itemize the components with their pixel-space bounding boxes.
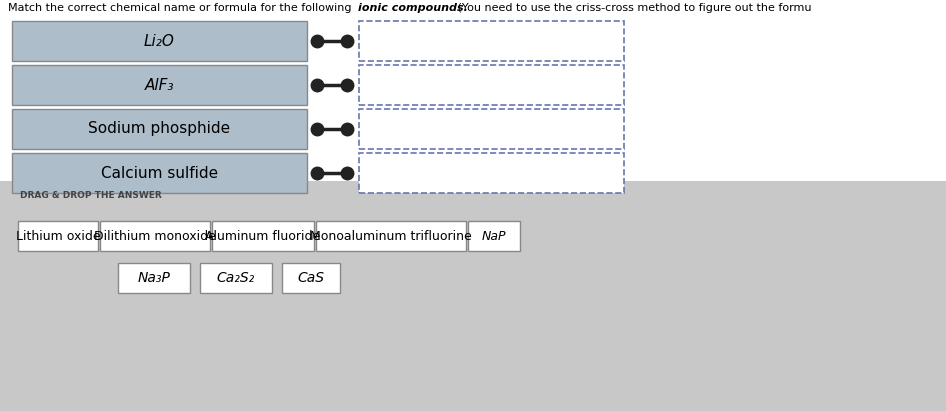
FancyBboxPatch shape bbox=[359, 21, 624, 61]
FancyBboxPatch shape bbox=[12, 65, 307, 105]
FancyBboxPatch shape bbox=[359, 65, 624, 105]
Text: Match the correct chemical name or formula for the following: Match the correct chemical name or formu… bbox=[8, 3, 355, 13]
Text: Calcium sulfide: Calcium sulfide bbox=[101, 166, 219, 180]
Text: DRAG & DROP THE ANSWER: DRAG & DROP THE ANSWER bbox=[20, 191, 162, 200]
Text: Aluminum fluoride: Aluminum fluoride bbox=[205, 229, 321, 242]
Text: Dilithium monoxide: Dilithium monoxide bbox=[94, 229, 216, 242]
FancyBboxPatch shape bbox=[12, 21, 307, 61]
FancyBboxPatch shape bbox=[282, 263, 340, 293]
Text: Na₃P: Na₃P bbox=[137, 271, 170, 285]
FancyBboxPatch shape bbox=[12, 109, 307, 149]
Text: Sodium phosphide: Sodium phosphide bbox=[88, 122, 231, 136]
FancyBboxPatch shape bbox=[0, 181, 946, 411]
FancyBboxPatch shape bbox=[0, 0, 946, 181]
Text: Ca₂S₂: Ca₂S₂ bbox=[217, 271, 255, 285]
Text: NaP: NaP bbox=[482, 229, 506, 242]
Text: AlF₃: AlF₃ bbox=[145, 78, 174, 92]
Text: CaS: CaS bbox=[297, 271, 324, 285]
FancyBboxPatch shape bbox=[359, 153, 624, 193]
Text: Monoaluminum trifluorine: Monoaluminum trifluorine bbox=[310, 229, 472, 242]
FancyBboxPatch shape bbox=[212, 221, 314, 251]
Text: ionic compounds.: ionic compounds. bbox=[358, 3, 468, 13]
FancyBboxPatch shape bbox=[468, 221, 520, 251]
FancyBboxPatch shape bbox=[118, 263, 190, 293]
FancyBboxPatch shape bbox=[200, 263, 272, 293]
Text: (You need to use the criss-cross method to figure out the formu: (You need to use the criss-cross method … bbox=[454, 3, 812, 13]
FancyBboxPatch shape bbox=[12, 153, 307, 193]
FancyBboxPatch shape bbox=[100, 221, 210, 251]
FancyBboxPatch shape bbox=[359, 109, 624, 149]
FancyBboxPatch shape bbox=[316, 221, 466, 251]
FancyBboxPatch shape bbox=[18, 221, 98, 251]
Text: Li₂O: Li₂O bbox=[144, 34, 175, 48]
Text: Lithium oxide: Lithium oxide bbox=[16, 229, 100, 242]
